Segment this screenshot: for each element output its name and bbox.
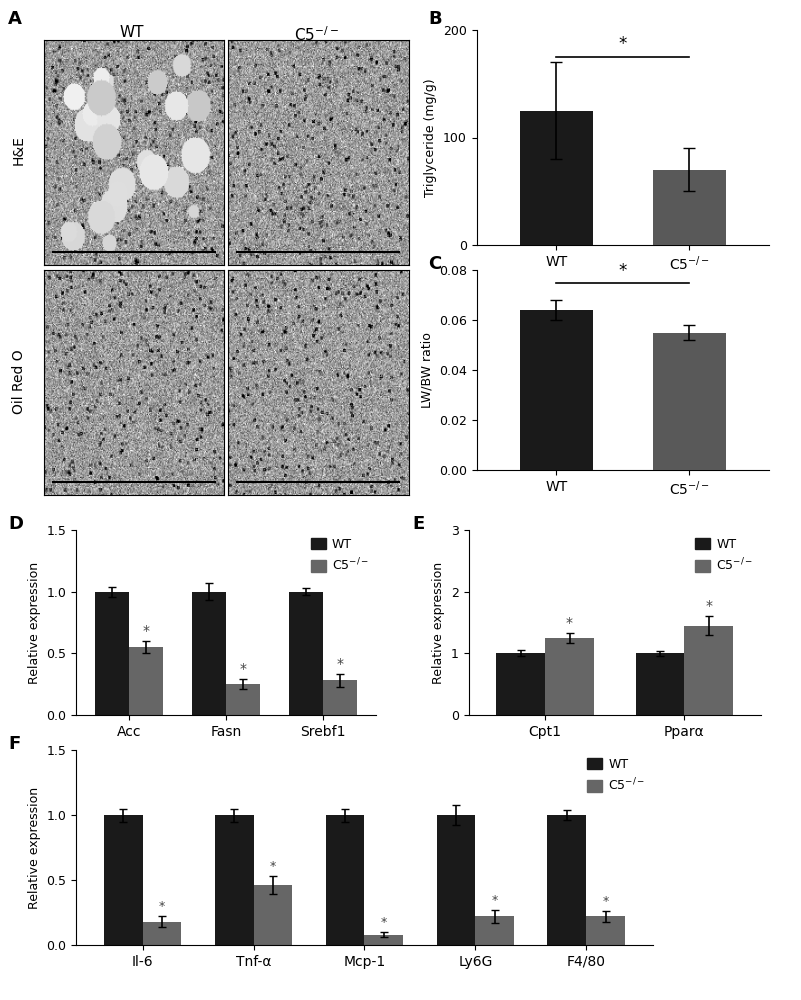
Text: *: * <box>159 900 165 913</box>
Text: *: * <box>705 599 712 613</box>
Bar <box>192 592 227 715</box>
Text: E: E <box>413 515 425 533</box>
Bar <box>475 916 514 945</box>
Bar <box>684 626 733 715</box>
Text: D: D <box>8 515 23 533</box>
Bar <box>130 647 163 715</box>
Bar <box>326 815 364 945</box>
Text: H&E: H&E <box>12 135 26 165</box>
Y-axis label: Relative expression: Relative expression <box>433 561 445 684</box>
Text: *: * <box>492 894 498 907</box>
Bar <box>323 680 357 715</box>
Bar <box>547 815 586 945</box>
Text: *: * <box>618 35 627 53</box>
Bar <box>104 815 143 945</box>
Bar <box>215 815 254 945</box>
Bar <box>227 684 260 715</box>
Text: C5$^{-/-}$: C5$^{-/-}$ <box>294 25 339 44</box>
Bar <box>364 935 403 945</box>
Bar <box>497 653 545 715</box>
Text: A: A <box>8 10 22 28</box>
Legend: WT, C5$^{-/-}$: WT, C5$^{-/-}$ <box>582 752 650 798</box>
Text: *: * <box>143 624 150 638</box>
Text: F: F <box>8 735 20 753</box>
Bar <box>653 170 726 245</box>
Y-axis label: Relative expression: Relative expression <box>28 561 41 684</box>
Text: *: * <box>380 916 387 929</box>
Text: B: B <box>429 10 442 28</box>
Text: C: C <box>429 255 442 273</box>
Bar <box>143 922 182 945</box>
Bar <box>437 815 475 945</box>
Y-axis label: Relative expression: Relative expression <box>28 786 41 909</box>
Bar <box>520 310 593 470</box>
Bar <box>95 592 130 715</box>
Text: *: * <box>336 657 344 671</box>
Bar <box>653 332 726 470</box>
Text: WT: WT <box>120 25 144 40</box>
Text: *: * <box>239 662 247 676</box>
Y-axis label: LW/BW ratio: LW/BW ratio <box>421 332 433 408</box>
Bar <box>289 592 323 715</box>
Text: Oil Red O: Oil Red O <box>12 350 26 414</box>
Text: *: * <box>602 895 609 908</box>
Bar <box>636 653 684 715</box>
Bar <box>520 111 593 245</box>
Y-axis label: Triglyceride (mg/g): Triglyceride (mg/g) <box>425 78 437 197</box>
Text: *: * <box>618 262 627 280</box>
Text: *: * <box>566 616 573 630</box>
Legend: WT, C5$^{-/-}$: WT, C5$^{-/-}$ <box>690 532 759 578</box>
Bar <box>254 885 292 945</box>
Bar <box>545 638 594 715</box>
Text: *: * <box>270 860 276 873</box>
Bar <box>586 916 625 945</box>
Legend: WT, C5$^{-/-}$: WT, C5$^{-/-}$ <box>305 532 374 578</box>
